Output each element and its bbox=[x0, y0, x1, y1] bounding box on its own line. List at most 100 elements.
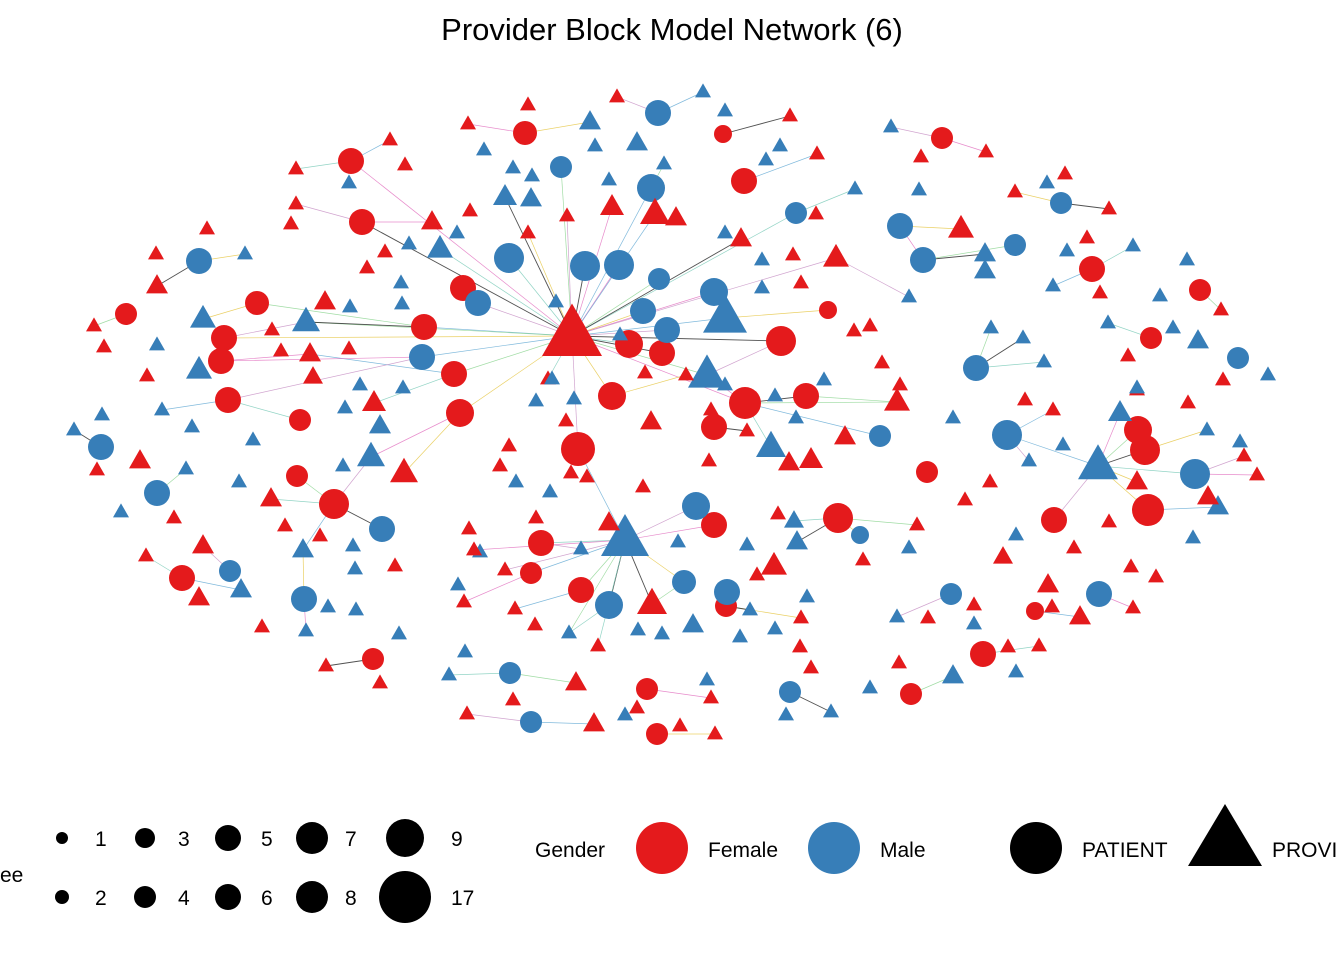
patient-node-male bbox=[963, 355, 989, 381]
provider-node-female bbox=[273, 342, 289, 357]
provider-node-female bbox=[808, 205, 824, 220]
provider-node-female bbox=[466, 541, 482, 556]
provider-node-male bbox=[983, 319, 999, 334]
provider-node-female bbox=[640, 197, 670, 224]
provider-node-male bbox=[1232, 433, 1248, 448]
patient-node-male bbox=[369, 516, 395, 542]
degree-swatch-4 bbox=[134, 886, 156, 908]
provider-node-male bbox=[1008, 526, 1024, 541]
provider-node-male bbox=[1260, 366, 1276, 381]
provider-node-female bbox=[1017, 391, 1033, 406]
provider-node-male bbox=[178, 460, 194, 475]
provider-node-female bbox=[957, 491, 973, 506]
patient-node-male bbox=[700, 278, 728, 306]
provider-node-female bbox=[288, 195, 304, 210]
provider-node-male bbox=[756, 430, 786, 457]
provider-node-male bbox=[369, 414, 391, 434]
provider-node-male bbox=[1059, 242, 1075, 257]
provider-node-male bbox=[320, 598, 336, 613]
patient-node-female bbox=[823, 503, 853, 533]
patient-node-female bbox=[649, 340, 675, 366]
provider-swatch bbox=[1188, 804, 1262, 866]
provider-node-female bbox=[678, 366, 694, 381]
provider-node-male bbox=[230, 578, 252, 598]
patient-node-male bbox=[144, 480, 170, 506]
network-edge bbox=[722, 115, 791, 135]
patient-node-female bbox=[1124, 416, 1152, 444]
provider-node-female bbox=[146, 274, 168, 294]
provider-node-female bbox=[749, 566, 765, 581]
network-edge bbox=[1006, 434, 1099, 467]
provider-node-female bbox=[188, 586, 210, 606]
patient-node-male bbox=[1050, 192, 1072, 214]
network-edge bbox=[571, 212, 797, 337]
degree-label-7: 7 bbox=[345, 828, 357, 851]
network-edge bbox=[439, 248, 573, 337]
provider-node-female bbox=[1092, 284, 1108, 299]
provider-node-male bbox=[1036, 353, 1052, 368]
patient-node-female bbox=[568, 577, 594, 603]
provider-node-female bbox=[803, 659, 819, 674]
provider-node-female bbox=[862, 317, 878, 332]
provider-node-female bbox=[993, 546, 1013, 564]
provider-node-female bbox=[318, 657, 334, 672]
network-edge bbox=[305, 321, 425, 328]
provider-node-female bbox=[1126, 470, 1148, 490]
patient-node-male bbox=[682, 492, 710, 520]
patient-node-male bbox=[910, 247, 936, 273]
provider-node-female bbox=[505, 691, 521, 706]
network-edge bbox=[220, 353, 311, 362]
provider-node-male bbox=[862, 679, 878, 694]
provider-node-female bbox=[314, 290, 336, 310]
provider-node-male bbox=[654, 625, 670, 640]
patient-node-male bbox=[869, 425, 891, 447]
provider-node-female bbox=[739, 422, 755, 437]
provider-node-male bbox=[966, 615, 982, 630]
patient-node-female bbox=[1132, 494, 1164, 526]
provider-node-male bbox=[335, 457, 351, 472]
provider-node-female bbox=[1057, 165, 1073, 180]
provider-node-male bbox=[337, 399, 353, 414]
provider-node-female bbox=[362, 389, 386, 411]
provider-node-female bbox=[761, 551, 787, 575]
degree-legend-title: ee bbox=[0, 864, 23, 887]
network-edge bbox=[309, 353, 455, 375]
provider-node-male bbox=[758, 151, 774, 166]
provider-node-male bbox=[911, 181, 927, 196]
patient-node-female bbox=[561, 432, 595, 466]
network-edge bbox=[835, 257, 910, 298]
provider-node-male bbox=[561, 624, 577, 639]
patient-node-female bbox=[646, 723, 668, 745]
provider-node-male bbox=[393, 274, 409, 289]
patient-node-female bbox=[766, 326, 796, 356]
provider-node-male bbox=[401, 235, 417, 250]
network-edge bbox=[227, 356, 423, 401]
provider-node-male bbox=[154, 401, 170, 416]
degree-swatch-3 bbox=[135, 828, 155, 848]
provider-node-male bbox=[1039, 174, 1055, 189]
provider-node-male bbox=[682, 613, 704, 633]
provider-node-female bbox=[461, 520, 477, 535]
provider-node-male bbox=[395, 379, 411, 394]
provider-node-female bbox=[707, 725, 723, 740]
provider-node-male bbox=[457, 643, 473, 658]
provider-node-female bbox=[590, 637, 606, 652]
provider-node-male bbox=[186, 355, 212, 379]
provider-node-female bbox=[629, 699, 645, 714]
provider-node-male bbox=[1207, 495, 1229, 515]
patient-node-male bbox=[785, 202, 807, 224]
provider-node-female bbox=[640, 410, 662, 430]
patient-node-male bbox=[648, 268, 670, 290]
degree-swatch-2 bbox=[55, 890, 69, 904]
provider-node-male bbox=[347, 560, 363, 575]
degree-label-4: 4 bbox=[178, 887, 190, 910]
provider-node-male bbox=[391, 625, 407, 640]
provider-node-female bbox=[920, 609, 936, 624]
patient-node-male bbox=[291, 586, 317, 612]
degree-label-9: 9 bbox=[451, 828, 463, 851]
patient-node-female bbox=[349, 209, 375, 235]
patient-node-male bbox=[630, 298, 656, 324]
provider-node-female bbox=[770, 505, 786, 520]
provider-node-female bbox=[565, 671, 587, 691]
